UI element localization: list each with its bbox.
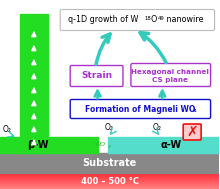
Bar: [0, 177, 219, 178]
FancyBboxPatch shape: [131, 64, 211, 87]
Bar: [0, 184, 219, 185]
Bar: [108, 137, 219, 153]
FancyBboxPatch shape: [183, 124, 201, 140]
Text: Hexagonal channel: Hexagonal channel: [131, 69, 209, 75]
Bar: [0, 181, 219, 182]
Text: Formation of Magneli WO: Formation of Magneli WO: [85, 105, 196, 114]
Text: ✗: ✗: [186, 125, 198, 139]
Text: β-W: β-W: [27, 140, 49, 150]
Text: α-W: α-W: [161, 140, 182, 150]
Bar: [0, 180, 219, 181]
Bar: [0, 174, 219, 175]
Text: Strain: Strain: [81, 71, 112, 81]
Text: nanowire: nanowire: [164, 15, 204, 25]
Bar: [0, 153, 219, 173]
Bar: [0, 187, 219, 188]
Bar: [0, 173, 219, 174]
Bar: [0, 175, 219, 176]
Bar: [0, 176, 219, 177]
Text: x: x: [193, 108, 197, 113]
Text: O₂: O₂: [153, 122, 162, 132]
Text: O₂: O₂: [2, 125, 11, 133]
Bar: [0, 182, 219, 183]
Text: CS plane: CS plane: [152, 77, 188, 83]
Text: Substrate: Substrate: [82, 158, 137, 168]
Bar: [0, 185, 219, 186]
FancyBboxPatch shape: [70, 66, 123, 87]
Text: 400 – 500 °C: 400 – 500 °C: [81, 177, 139, 185]
Bar: [0, 179, 219, 180]
Text: O: O: [150, 15, 157, 25]
Bar: [0, 188, 219, 189]
FancyBboxPatch shape: [70, 99, 211, 119]
Text: O₂: O₂: [105, 122, 114, 132]
Bar: [0, 183, 219, 184]
Bar: [20, 14, 48, 153]
Bar: [0, 178, 219, 179]
Bar: [0, 137, 98, 153]
Text: x: x: [107, 143, 110, 149]
Text: 49: 49: [157, 15, 164, 20]
FancyBboxPatch shape: [60, 9, 214, 30]
Text: WO: WO: [94, 142, 105, 146]
Text: 18: 18: [144, 15, 151, 20]
Text: q-1D growth of W: q-1D growth of W: [68, 15, 138, 25]
Bar: [0, 186, 219, 187]
